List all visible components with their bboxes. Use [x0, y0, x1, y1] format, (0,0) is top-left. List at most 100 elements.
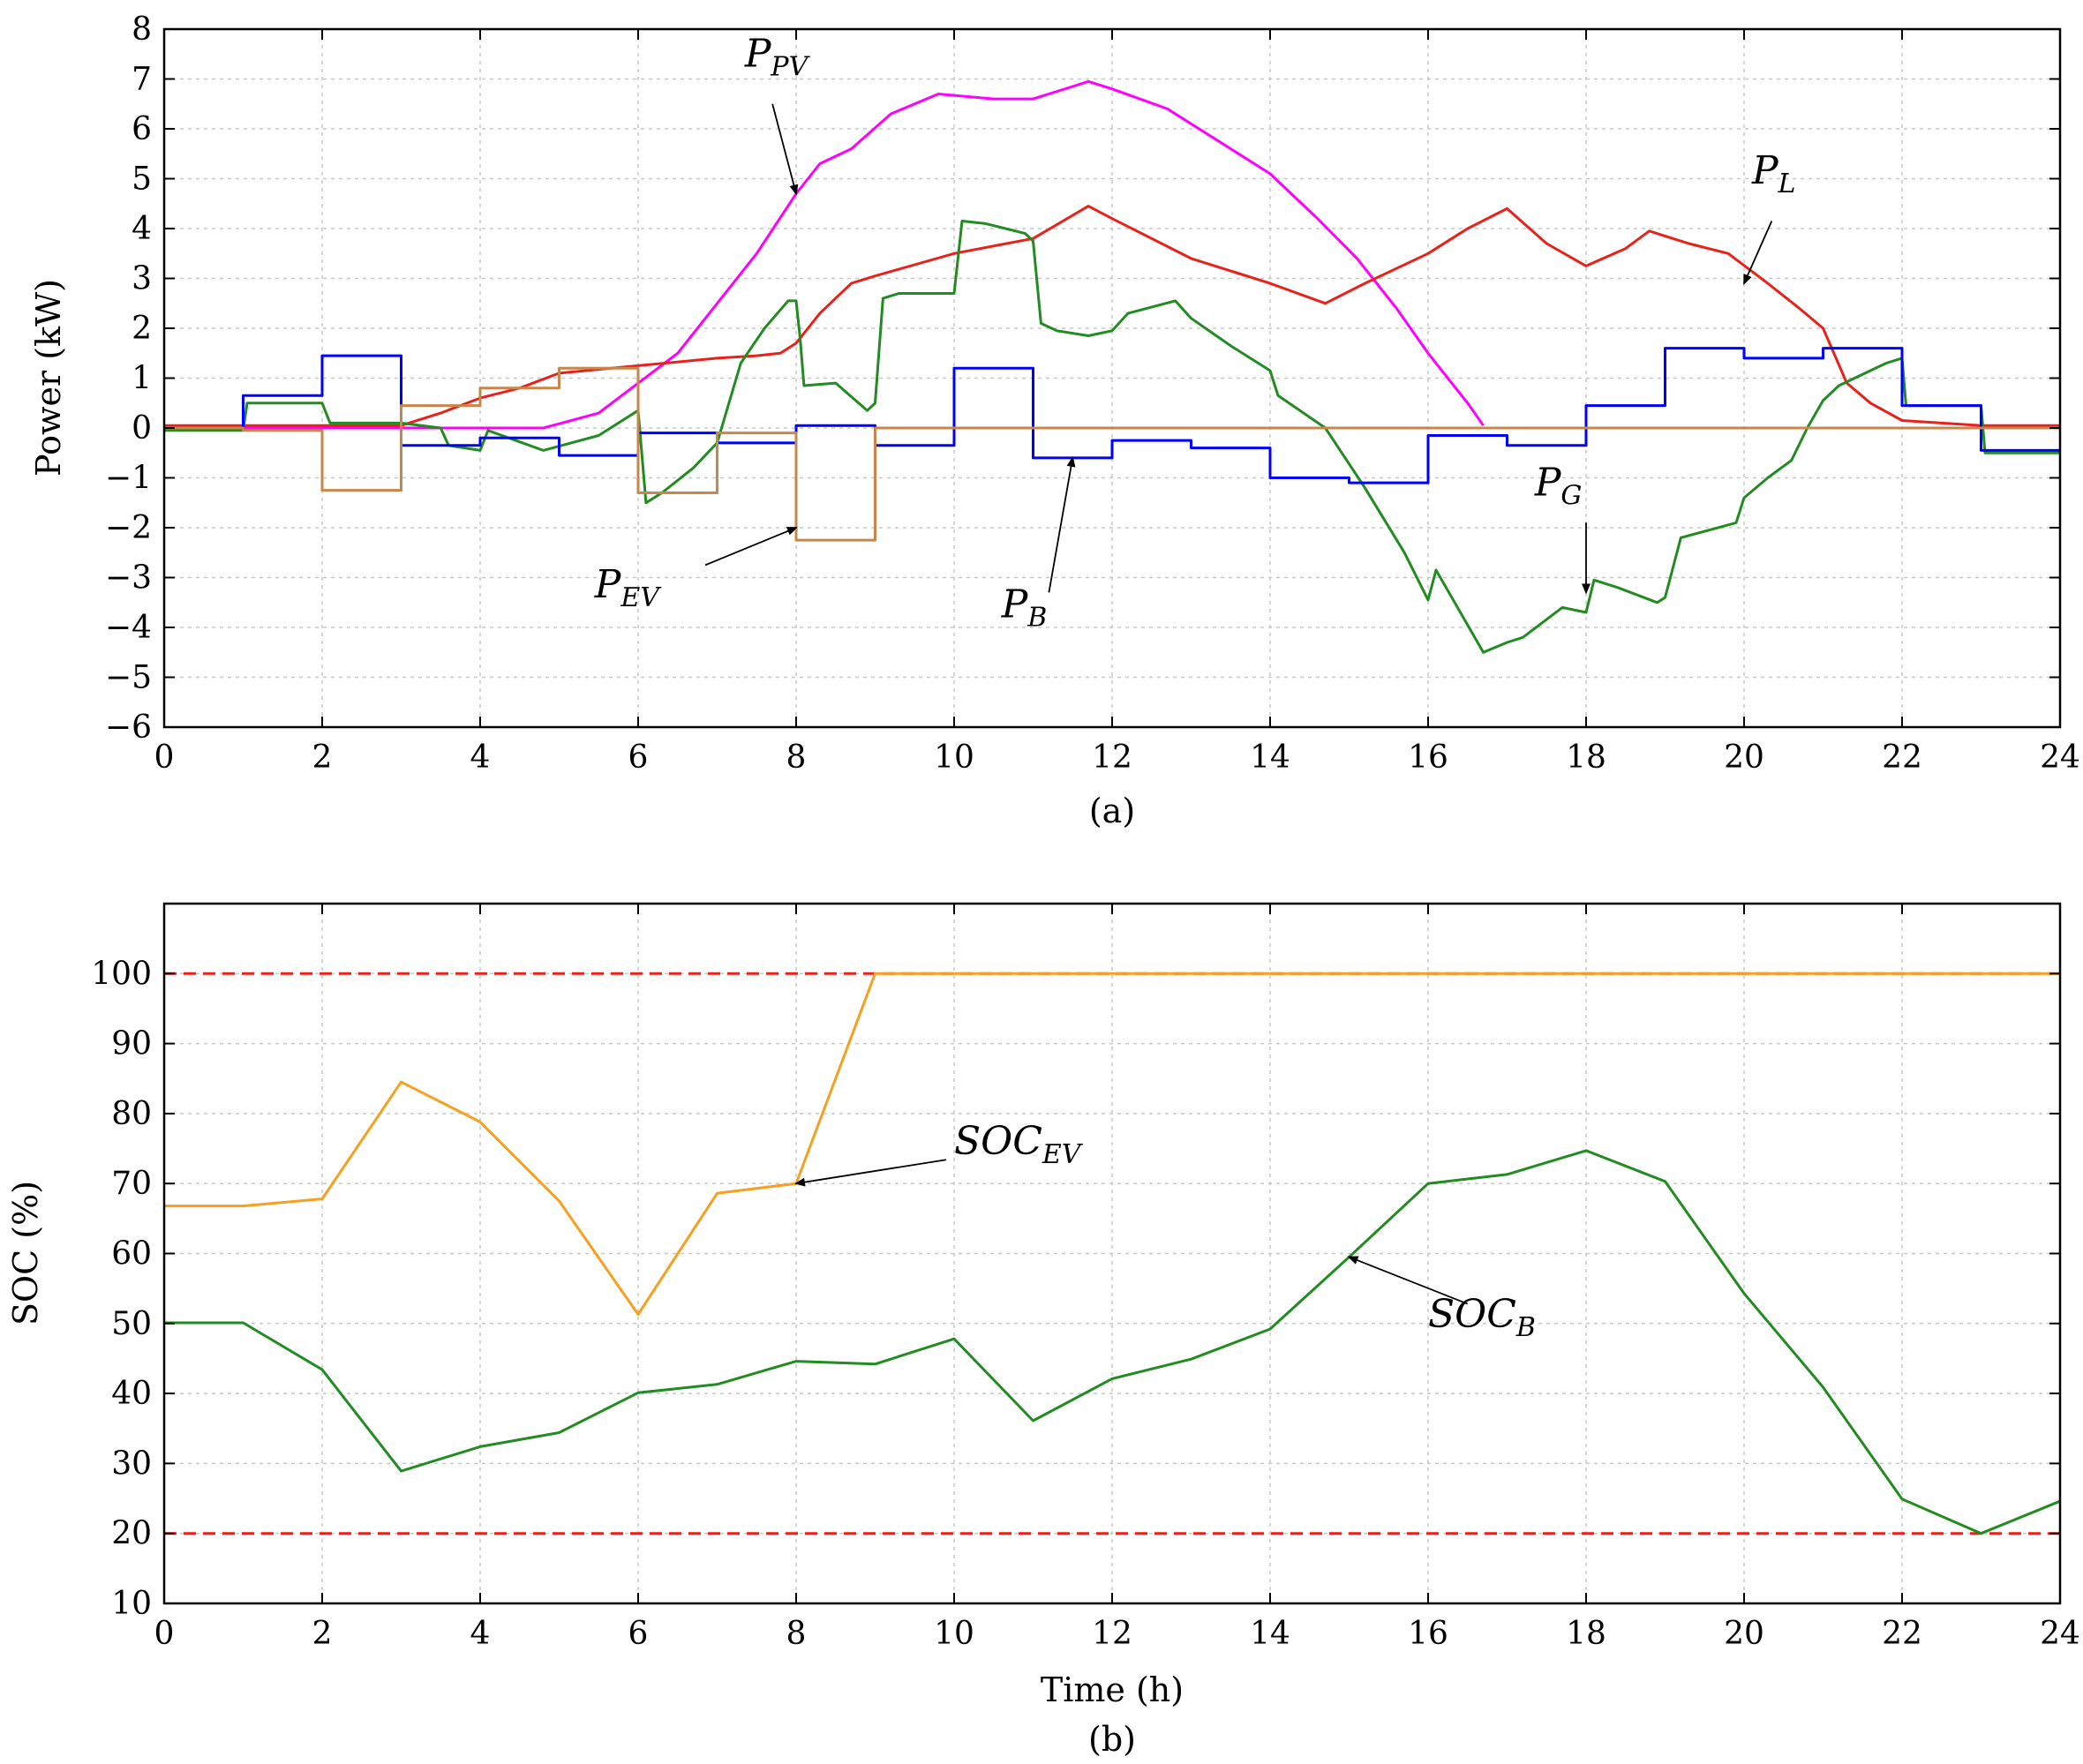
x-tick-label: 6	[628, 1616, 649, 1652]
y-tick-label: 10	[111, 1586, 152, 1622]
x-tick-label: 22	[1882, 739, 1922, 776]
annotation-subscript: EV	[1042, 1139, 1084, 1170]
x-tick-label: 24	[2040, 1616, 2080, 1652]
y-tick-label: 7	[132, 62, 152, 98]
x-tick-label: 8	[786, 739, 807, 776]
annotation-subscript: L	[1778, 169, 1796, 199]
annotation-main: P	[1534, 460, 1562, 505]
y-tick-label: 80	[111, 1096, 152, 1132]
x-tick-label: 14	[1250, 1616, 1290, 1652]
y-tick-label: 20	[111, 1516, 152, 1552]
x-tick-label: 20	[1724, 739, 1764, 776]
x-tick-label: 4	[470, 1616, 491, 1652]
x-tick-label: 16	[1408, 739, 1448, 776]
panel-a: 0 2 4 6 8 10 12 14 16 18 20 22 24−6−5−4−3−2−10123456…	[29, 11, 2080, 830]
annotation-main: P	[1751, 148, 1779, 193]
panel-label-a: (a)	[1089, 792, 1135, 830]
annotation-label: PG	[1534, 460, 1583, 511]
y-tick-label: 70	[111, 1166, 152, 1202]
annotation-label: PEV	[594, 562, 663, 613]
annotation-main: P	[744, 31, 772, 76]
x-tick-label: 12	[1092, 739, 1132, 776]
y-tick-label: 90	[111, 1026, 152, 1062]
x-tick-label: 10	[934, 1616, 974, 1652]
y-tick-label: 100	[91, 956, 152, 992]
annotation-arrow	[1347, 1256, 1469, 1305]
y-tick-label: 60	[111, 1236, 152, 1272]
series-line-ppv	[164, 79, 1485, 430]
x-tick-label: 2	[312, 1616, 333, 1652]
grid-b	[164, 904, 2060, 1603]
panel-label-b: (b)	[1088, 1720, 1136, 1759]
series-line-soc_b	[164, 1149, 2060, 1535]
x-tick-label: 16	[1408, 1616, 1448, 1652]
annotation-main: P	[594, 562, 622, 607]
x-tick-label: 14	[1250, 739, 1290, 776]
x-tick-label: 22	[1882, 1616, 1922, 1652]
ticks-b: 0 2 4 6 8 10 12 14 16 18 20 22 241020304050607080901…	[91, 904, 2080, 1652]
y-tick-label: 0	[132, 410, 152, 447]
annotation-arrow	[794, 1159, 947, 1187]
y-axis-title-a: Power (kW)	[29, 279, 68, 477]
y-tick-label: −1	[105, 461, 152, 497]
y-tick-label: −5	[105, 660, 152, 696]
y-tick-label: 40	[111, 1376, 152, 1412]
x-tick-label: 12	[1092, 1616, 1132, 1652]
x-tick-label: 20	[1724, 1616, 1764, 1652]
plot-area-a	[164, 79, 2060, 654]
y-tick-label: 50	[111, 1306, 152, 1342]
x-tick-label: 10	[934, 739, 974, 776]
annotation-arrow	[771, 103, 799, 196]
annotation-arrow	[704, 527, 798, 567]
series-line-soc_ev	[164, 972, 2060, 1316]
series-line-pev	[164, 366, 2060, 542]
annotation-label: SOCB	[1428, 1292, 1536, 1343]
plot-area-b	[164, 972, 2060, 1535]
y-tick-label: 8	[132, 11, 152, 48]
annotation-arrow	[1743, 221, 1773, 285]
grid-a	[164, 29, 2060, 727]
y-tick-label: −6	[105, 709, 152, 746]
annotation-main: SOC	[954, 1119, 1042, 1164]
x-tick-label: 18	[1566, 739, 1606, 776]
x-tick-label: 2	[312, 739, 333, 776]
x-tick-label: 0	[154, 1616, 175, 1652]
annotation-label: PB	[1001, 582, 1048, 634]
y-tick-label: 1	[132, 361, 152, 397]
x-tick-label: 6	[628, 739, 649, 776]
panel-b: 0 2 4 6 8 10 12 14 16 18 20 22 241020304050607080901…	[6, 902, 2080, 1759]
y-tick-label: 3	[132, 261, 152, 297]
annotation-subscript: PV	[770, 51, 810, 82]
annotation-subscript: B	[1026, 603, 1047, 634]
x-tick-label: 4	[470, 739, 491, 776]
y-tick-label: 2	[132, 311, 152, 347]
x-axis-title-b: Time (h)	[1041, 1670, 1184, 1709]
annotation-subscript: EV	[620, 582, 662, 613]
annotation-main: SOC	[1428, 1292, 1516, 1337]
y-tick-label: −4	[105, 610, 152, 646]
y-tick-label: 6	[132, 111, 152, 147]
ticks-a: 0 2 4 6 8 10 12 14 16 18 20 22 24−6−5−4−3−2−10123456…	[105, 11, 2080, 776]
annotation-main: P	[1001, 582, 1029, 627]
y-tick-label: 5	[132, 161, 152, 198]
x-tick-label: 8	[786, 1616, 807, 1652]
y-tick-label: −3	[105, 560, 152, 597]
annotation-label: PPV	[744, 31, 811, 82]
annotation-arrow	[1048, 455, 1076, 593]
series-line-pb	[164, 347, 2060, 484]
annotation-subscript: B	[1515, 1312, 1536, 1343]
annotation-label: PL	[1751, 148, 1796, 199]
y-axis-title-b: SOC (%)	[6, 1181, 45, 1325]
y-tick-label: 4	[132, 211, 152, 247]
x-tick-label: 18	[1566, 1616, 1606, 1652]
series-line-pl	[164, 205, 2060, 427]
y-tick-label: −2	[105, 510, 152, 546]
x-tick-label: 0	[154, 739, 175, 776]
annotation-subscript: G	[1560, 480, 1582, 511]
annotation-label: SOCEV	[954, 1119, 1084, 1170]
y-tick-label: 30	[111, 1445, 152, 1482]
x-tick-label: 24	[2040, 739, 2080, 776]
